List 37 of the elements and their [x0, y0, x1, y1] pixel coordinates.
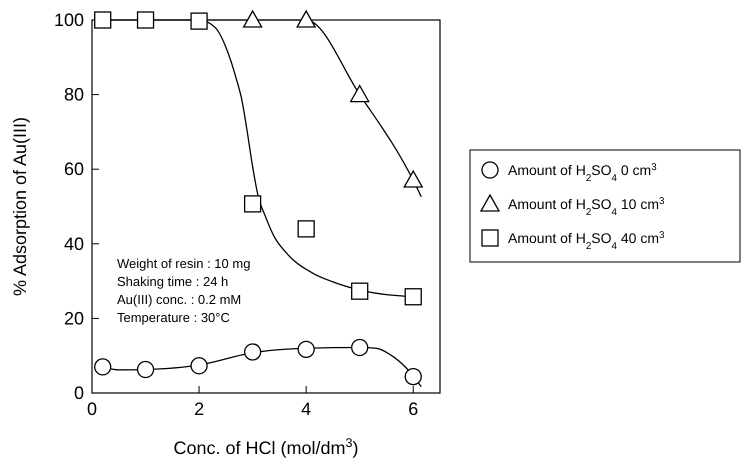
- point: [136, 360, 154, 378]
- legend-label: Amount of H$_{2}$SO$_{4}$ 10 cm$^{3}$: [508, 196, 665, 218]
- y-tick-label: 0: [74, 383, 84, 403]
- point: [404, 170, 423, 188]
- point: [351, 282, 368, 300]
- y-tick-label: 20: [64, 308, 84, 328]
- point: [244, 343, 262, 361]
- point: [136, 11, 154, 29]
- point: [298, 220, 315, 238]
- point: [94, 11, 112, 29]
- point: [190, 357, 208, 374]
- y-tick-label: 40: [64, 234, 84, 254]
- y-tick-label: 100: [54, 10, 84, 30]
- point: [404, 368, 422, 386]
- annotation: Au(III) conc. : 0.2 mM: [117, 292, 242, 307]
- point: [351, 338, 368, 356]
- y-axis-title: % Adsorption of Au(III): [10, 116, 30, 296]
- x-tick-label: 2: [194, 399, 204, 419]
- point: [298, 340, 315, 358]
- x-tick-label: 6: [408, 399, 418, 419]
- point: [244, 195, 262, 213]
- annotation: Shaking time : 24 h: [117, 274, 228, 289]
- x-axis-title: Conc. of HCl (mol/dm$^{3}$): [173, 436, 359, 458]
- legend-label: Amount of H$_{2}$SO$_{4}$ 0 cm$^{3}$: [508, 162, 658, 184]
- x-tick-label: 4: [301, 399, 312, 419]
- point: [404, 288, 422, 306]
- point: [242, 10, 262, 28]
- point: [94, 358, 112, 376]
- annotation: Temperature : 30°C: [117, 310, 230, 325]
- y-tick-label: 80: [64, 84, 84, 105]
- point: [296, 10, 316, 28]
- legend-label: Amount of H$_{2}$SO$_{4}$ 40 cm$^{3}$: [508, 230, 665, 252]
- point: [190, 12, 208, 30]
- point: [350, 84, 370, 102]
- annotation: Weight of resin : 10 mg: [117, 256, 250, 271]
- x-tick-label: 0: [86, 399, 98, 419]
- y-tick-label: 60: [64, 159, 84, 180]
